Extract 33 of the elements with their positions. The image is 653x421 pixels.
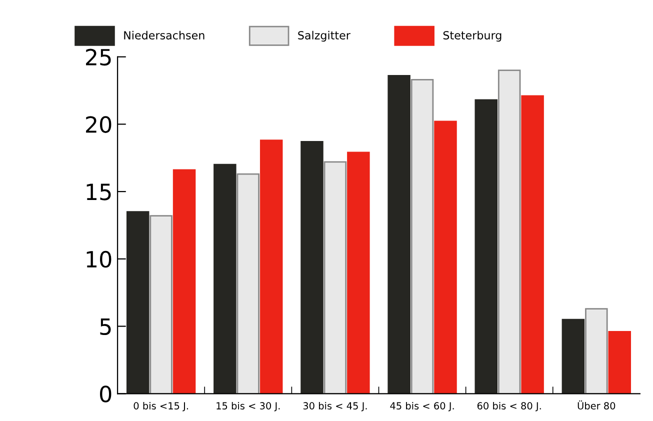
y-tick-label: 20 (86, 116, 112, 133)
y-tick-label: 10 (86, 250, 112, 268)
x-tick-label: 0 bis <15 J. (134, 402, 188, 412)
bar (347, 152, 370, 394)
y-tick-label: 5 (100, 318, 111, 336)
bar (214, 164, 236, 394)
bar (236, 173, 260, 394)
x-tick-label: 30 bis < 45 J. (303, 402, 367, 412)
x-tick-label: Über 80 (578, 400, 616, 410)
bar (410, 79, 434, 394)
bar (474, 99, 498, 394)
x-tick-label: 45 bis < 60 J. (390, 402, 454, 412)
bar (562, 318, 585, 394)
bar (126, 211, 150, 394)
y-tick-label: 15 (86, 184, 111, 200)
bar (172, 169, 196, 394)
bar (388, 75, 410, 394)
bar (300, 141, 324, 394)
bar (260, 140, 283, 394)
bar (585, 308, 608, 394)
bar (434, 120, 457, 394)
legend-label: Niedersachsen (124, 30, 204, 40)
y-tick-label: 25 (86, 48, 111, 66)
bar (608, 330, 631, 394)
bar (324, 161, 347, 394)
legend-label: Salzgitter (298, 30, 350, 42)
bar (498, 70, 521, 394)
x-tick-label: 60 bis < 80 J. (477, 402, 541, 412)
y-tick-label: 0 (100, 386, 112, 402)
bar (150, 215, 172, 394)
bar (521, 95, 544, 394)
x-tick-label: 15 bis < 30 J. (216, 402, 280, 412)
legend-label: Steterburg (443, 30, 502, 42)
